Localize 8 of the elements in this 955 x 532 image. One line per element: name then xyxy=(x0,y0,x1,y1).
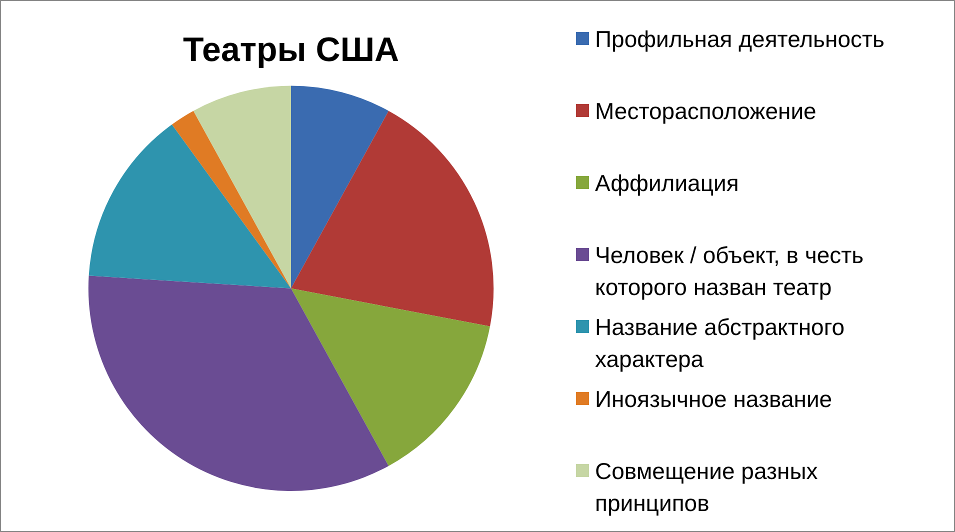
legend-label: Название абстрактного характера xyxy=(595,313,846,374)
legend-label: Совмещение разных принципов xyxy=(595,457,819,518)
legend-label: Иноязычное название xyxy=(595,385,832,414)
legend-label: Человек / объект, в честь которого назван театр xyxy=(595,241,865,302)
legend-label: Аффилиация xyxy=(595,169,739,198)
legend-label: Месторасположение xyxy=(595,97,816,126)
legend-label: Профильная деятельность xyxy=(595,25,885,54)
chart-title: Театры США xyxy=(182,30,400,69)
